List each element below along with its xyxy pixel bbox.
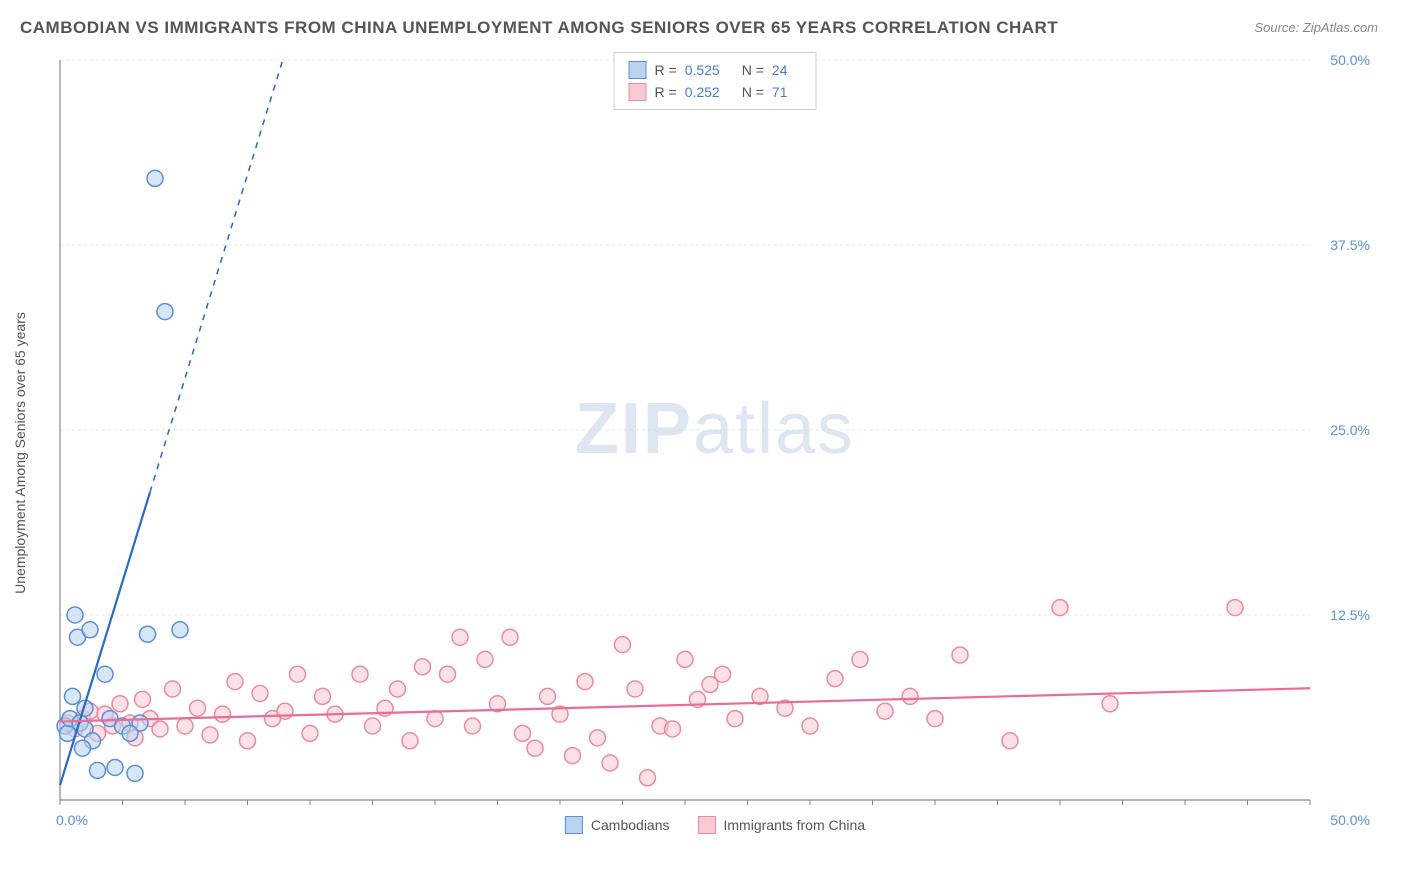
legend-item-series2: Immigrants from China <box>698 816 866 834</box>
y-tick-label: 25.0% <box>1330 422 1370 438</box>
source-attribution: Source: ZipAtlas.com <box>1254 20 1378 35</box>
x-tick-label: 0.0% <box>56 812 88 828</box>
legend-item-series1: Cambodians <box>565 816 670 834</box>
stats-row-series1: R = 0.525 N = 24 <box>629 59 802 81</box>
chart-title: CAMBODIAN VS IMMIGRANTS FROM CHINA UNEMP… <box>20 18 1058 38</box>
legend-label-series2: Immigrants from China <box>724 817 866 833</box>
n-value-series2: 71 <box>772 81 788 103</box>
r-label: R = <box>655 59 677 81</box>
r-label: R = <box>655 81 677 103</box>
y-tick-label: 50.0% <box>1330 52 1370 68</box>
chart-area: Unemployment Among Seniors over 65 years… <box>50 50 1380 840</box>
n-label: N = <box>742 59 764 81</box>
y-axis-label: Unemployment Among Seniors over 65 years <box>12 312 28 594</box>
legend-swatch-series2 <box>698 816 716 834</box>
bottom-legend: Cambodians Immigrants from China <box>565 816 865 834</box>
stats-row-series2: R = 0.252 N = 71 <box>629 81 802 103</box>
n-value-series1: 24 <box>772 59 788 81</box>
n-label: N = <box>742 81 764 103</box>
swatch-series1 <box>629 61 647 79</box>
scatter-plot <box>50 50 1380 840</box>
x-tick-label: 50.0% <box>1330 812 1370 828</box>
y-tick-label: 12.5% <box>1330 607 1370 623</box>
r-value-series1: 0.525 <box>685 59 720 81</box>
stats-legend-box: R = 0.525 N = 24 R = 0.252 N = 71 <box>614 52 817 110</box>
y-tick-label: 37.5% <box>1330 237 1370 253</box>
legend-swatch-series1 <box>565 816 583 834</box>
r-value-series2: 0.252 <box>685 81 720 103</box>
swatch-series2 <box>629 83 647 101</box>
legend-label-series1: Cambodians <box>591 817 670 833</box>
